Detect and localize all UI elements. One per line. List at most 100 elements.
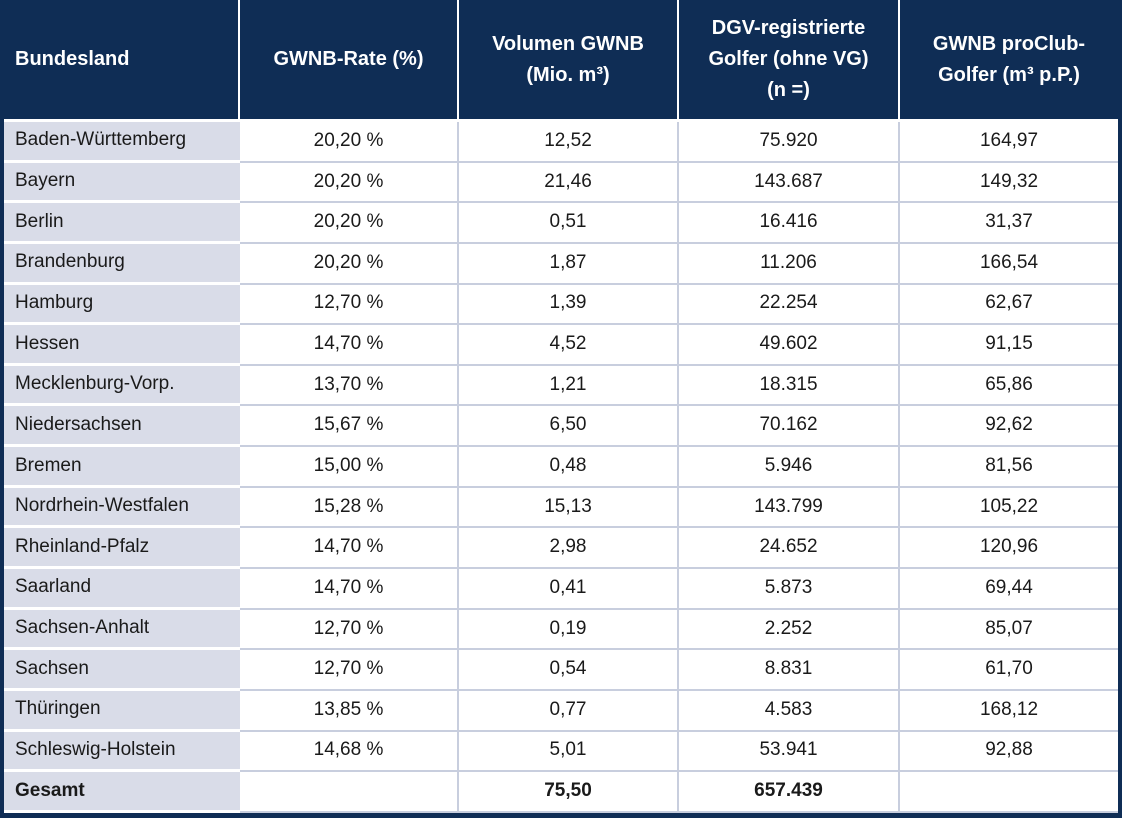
- rate-cell: 14,68 %: [240, 731, 459, 773]
- volume-cell: 75,50: [459, 772, 679, 813]
- golfers-cell: 5.873: [679, 569, 900, 610]
- rate-cell: 20,20 %: [240, 203, 459, 244]
- volume-cell: 1,39: [459, 284, 679, 326]
- golfers-cell: 53.941: [679, 731, 900, 773]
- golfers-cell: 24.652: [679, 528, 900, 570]
- per-golfer-cell: 91,15: [900, 325, 1118, 366]
- rate-cell: 20,20 %: [240, 162, 459, 204]
- state-cell: Bayern: [4, 162, 240, 204]
- header-volumen-gwnb: Volumen GWNB (Mio. m³): [459, 0, 679, 122]
- per-golfer-cell: 62,67: [900, 284, 1118, 326]
- per-golfer-cell: 105,22: [900, 487, 1118, 529]
- state-cell: Hessen: [4, 325, 240, 366]
- golfers-cell: 49.602: [679, 325, 900, 366]
- volume-cell: 4,52: [459, 325, 679, 366]
- header-gwnb-pro-golfer: GWNB proClub- Golfer (m³ p.P.): [900, 0, 1118, 122]
- table-row: Nordrhein-Westfalen 15,28 % 15,13 143.79…: [4, 487, 1118, 529]
- table-row: Berlin 20,20 % 0,51 16.416 31,37: [4, 203, 1118, 244]
- golfers-cell: 5.946: [679, 447, 900, 488]
- state-cell: Brandenburg: [4, 243, 240, 285]
- golfers-cell: 18.315: [679, 365, 900, 407]
- state-cell: Berlin: [4, 203, 240, 244]
- rate-cell: 15,28 %: [240, 487, 459, 529]
- volume-cell: 6,50: [459, 406, 679, 448]
- per-golfer-cell: 31,37: [900, 203, 1118, 244]
- volume-cell: 1,87: [459, 243, 679, 285]
- header-bundesland: Bundesland: [4, 0, 240, 122]
- state-cell: Gesamt: [4, 772, 240, 813]
- table-row: Mecklenburg-Vorp. 13,70 % 1,21 18.315 65…: [4, 365, 1118, 407]
- per-golfer-cell: 85,07: [900, 609, 1118, 651]
- state-cell: Sachsen-Anhalt: [4, 609, 240, 651]
- rate-cell: 14,70 %: [240, 528, 459, 570]
- per-golfer-cell: 65,86: [900, 365, 1118, 407]
- rate-cell: 14,70 %: [240, 325, 459, 366]
- state-cell: Sachsen: [4, 650, 240, 691]
- table-row: Niedersachsen 15,67 % 6,50 70.162 92,62: [4, 406, 1118, 448]
- golfers-cell: 75.920: [679, 122, 900, 163]
- table-row: Baden-Württemberg 20,20 % 12,52 75.920 1…: [4, 122, 1118, 163]
- rate-cell: 13,70 %: [240, 365, 459, 407]
- rate-cell: 15,67 %: [240, 406, 459, 448]
- table-row: Schleswig-Holstein 14,68 % 5,01 53.941 9…: [4, 731, 1118, 773]
- state-cell: Thüringen: [4, 690, 240, 732]
- volume-cell: 1,21: [459, 365, 679, 407]
- table-body: Baden-Württemberg 20,20 % 12,52 75.920 1…: [4, 122, 1118, 813]
- state-cell: Rheinland-Pfalz: [4, 528, 240, 570]
- volume-cell: 0,48: [459, 447, 679, 488]
- golfers-cell: 143.687: [679, 162, 900, 204]
- volume-cell: 5,01: [459, 731, 679, 773]
- table-row: Brandenburg 20,20 % 1,87 11.206 166,54: [4, 243, 1118, 285]
- golfers-cell: 8.831: [679, 650, 900, 691]
- state-cell: Nordrhein-Westfalen: [4, 487, 240, 529]
- state-cell: Saarland: [4, 569, 240, 610]
- per-golfer-cell: 168,12: [900, 690, 1118, 732]
- table-row: Hamburg 12,70 % 1,39 22.254 62,67: [4, 284, 1118, 326]
- per-golfer-cell: 92,88: [900, 731, 1118, 773]
- golfers-cell: 2.252: [679, 609, 900, 651]
- state-cell: Schleswig-Holstein: [4, 731, 240, 773]
- table-row: Bremen 15,00 % 0,48 5.946 81,56: [4, 447, 1118, 488]
- rate-cell: 20,20 %: [240, 122, 459, 163]
- per-golfer-cell: [900, 772, 1118, 813]
- per-golfer-cell: 120,96: [900, 528, 1118, 570]
- volume-cell: 12,52: [459, 122, 679, 163]
- table-row: Sachsen 12,70 % 0,54 8.831 61,70: [4, 650, 1118, 691]
- golfers-cell: 11.206: [679, 243, 900, 285]
- golfers-cell: 4.583: [679, 690, 900, 732]
- rate-cell: 12,70 %: [240, 609, 459, 651]
- state-cell: Niedersachsen: [4, 406, 240, 448]
- table-row: Sachsen-Anhalt 12,70 % 0,19 2.252 85,07: [4, 609, 1118, 651]
- table-row: Rheinland-Pfalz 14,70 % 2,98 24.652 120,…: [4, 528, 1118, 570]
- per-golfer-cell: 61,70: [900, 650, 1118, 691]
- rate-cell: 14,70 %: [240, 569, 459, 610]
- volume-cell: 0,19: [459, 609, 679, 651]
- volume-cell: 0,51: [459, 203, 679, 244]
- table-row: Bayern 20,20 % 21,46 143.687 149,32: [4, 162, 1118, 204]
- volume-cell: 15,13: [459, 487, 679, 529]
- per-golfer-cell: 149,32: [900, 162, 1118, 204]
- table-header: Bundesland GWNB-Rate (%) Volumen GWNB (M…: [4, 0, 1118, 122]
- rate-cell: [240, 772, 459, 813]
- table-row: Gesamt 75,50 657.439: [4, 772, 1118, 813]
- rate-cell: 12,70 %: [240, 284, 459, 326]
- state-cell: Bremen: [4, 447, 240, 488]
- state-cell: Hamburg: [4, 284, 240, 326]
- rate-cell: 15,00 %: [240, 447, 459, 488]
- golfers-cell: 16.416: [679, 203, 900, 244]
- rate-cell: 20,20 %: [240, 243, 459, 285]
- state-cell: Mecklenburg-Vorp.: [4, 365, 240, 407]
- volume-cell: 0,41: [459, 569, 679, 610]
- rate-cell: 13,85 %: [240, 690, 459, 732]
- table-row: Thüringen 13,85 % 0,77 4.583 168,12: [4, 690, 1118, 732]
- golfers-cell: 657.439: [679, 772, 900, 813]
- header-dgv-golfer: DGV-registrierte Golfer (ohne VG) (n =): [679, 0, 900, 122]
- volume-cell: 0,77: [459, 690, 679, 732]
- header-row: Bundesland GWNB-Rate (%) Volumen GWNB (M…: [4, 0, 1118, 122]
- per-golfer-cell: 69,44: [900, 569, 1118, 610]
- golfers-cell: 70.162: [679, 406, 900, 448]
- volume-cell: 0,54: [459, 650, 679, 691]
- per-golfer-cell: 166,54: [900, 243, 1118, 285]
- golfers-cell: 22.254: [679, 284, 900, 326]
